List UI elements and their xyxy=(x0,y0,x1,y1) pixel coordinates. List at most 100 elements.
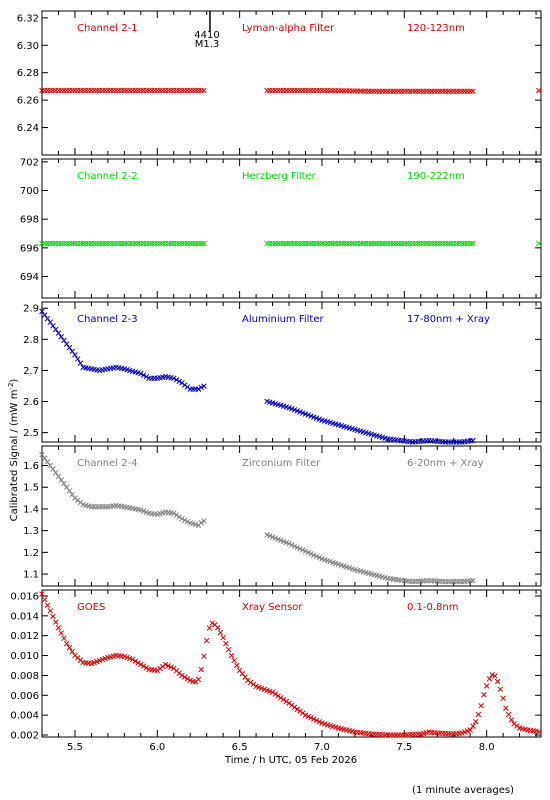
data-point xyxy=(500,695,506,702)
data-point xyxy=(66,488,73,494)
data-point xyxy=(492,673,498,679)
data-point xyxy=(173,377,180,383)
data-point xyxy=(184,675,191,682)
data-point xyxy=(55,624,62,631)
band-label: 6-20nm + Xray xyxy=(407,458,484,469)
data-point xyxy=(61,635,67,642)
data-point xyxy=(154,667,161,674)
data-point xyxy=(294,544,301,551)
data-point xyxy=(61,337,67,344)
data-point xyxy=(77,360,84,366)
y-tick-label: 1.4 xyxy=(23,504,39,515)
data-point xyxy=(503,705,509,711)
data-point xyxy=(52,326,59,333)
data-point xyxy=(536,240,542,247)
marker-label: M1.3 xyxy=(195,39,220,50)
data-point xyxy=(470,88,476,94)
data-point xyxy=(168,664,174,670)
data-point xyxy=(138,661,144,668)
data-point xyxy=(39,591,45,597)
data-point xyxy=(63,341,70,347)
data-point xyxy=(228,652,235,659)
data-point xyxy=(313,553,320,560)
band-label: 17-80nm + Xray xyxy=(407,314,490,325)
data-point xyxy=(247,679,254,686)
data-point xyxy=(69,648,75,655)
data-point xyxy=(181,517,188,523)
data-point xyxy=(283,698,290,705)
x-axis-label: Time / h UTC, 05 Feb 2026 xyxy=(224,755,357,766)
data-point xyxy=(63,484,70,490)
y-tick-label: 1.2 xyxy=(23,548,39,559)
band-label: 0.1-0.8nm xyxy=(407,602,459,613)
y-tick-label: 6.24 xyxy=(17,123,39,134)
y-tick-label: 2.8 xyxy=(23,335,39,346)
y-tick-label: 1.1 xyxy=(23,570,39,581)
data-point xyxy=(245,677,251,684)
data-point xyxy=(55,473,62,480)
y-tick-label: 0.016 xyxy=(10,591,39,602)
y-axis-label-close: ) xyxy=(9,379,20,383)
y-tick-label: 0.002 xyxy=(10,731,39,742)
data-point xyxy=(135,660,141,666)
data-point xyxy=(316,554,322,561)
data-point xyxy=(63,640,70,647)
data-point xyxy=(176,514,182,520)
data-point xyxy=(478,703,484,709)
data-point xyxy=(41,455,48,462)
x-tick-label: 5.5 xyxy=(67,742,83,753)
data-point xyxy=(69,348,75,355)
panel-frame xyxy=(41,301,542,443)
data-point xyxy=(280,696,287,703)
data-point xyxy=(184,518,191,525)
data-point xyxy=(195,676,202,683)
data-point xyxy=(66,344,73,351)
data-point xyxy=(305,713,311,720)
data-point xyxy=(157,665,163,672)
data-point xyxy=(231,657,237,664)
data-point xyxy=(300,710,306,716)
data-point xyxy=(289,542,295,548)
data-point xyxy=(217,629,224,636)
y-axis-label: Calibrated Signal / (mW m-2) xyxy=(7,379,20,522)
data-point xyxy=(269,689,276,696)
data-point xyxy=(52,470,59,476)
channel-label: Channel 2-3 xyxy=(77,314,138,325)
channel-label: Channel 2-2 xyxy=(77,171,138,182)
data-point xyxy=(206,625,213,631)
data-point xyxy=(132,658,139,664)
y-tick-label: 694 xyxy=(20,272,39,283)
data-point xyxy=(181,674,188,680)
data-point xyxy=(165,663,172,669)
data-point xyxy=(143,373,150,380)
data-point xyxy=(472,718,479,725)
data-point xyxy=(289,702,295,708)
data-point xyxy=(494,678,501,685)
data-point xyxy=(278,695,284,701)
filter-label: Aluminium Filter xyxy=(242,314,325,325)
data-point xyxy=(223,640,229,647)
data-point xyxy=(41,312,48,318)
panels-layer: 6.24 6.26 6.28 6.30 6.32 Channel 2-1 Lyman-alp… xyxy=(10,10,542,742)
y-tick-label: 2.9 xyxy=(23,304,39,315)
data-point xyxy=(170,375,177,381)
y-tick-label: 696 xyxy=(20,243,39,254)
data-point xyxy=(129,656,136,663)
data-point xyxy=(214,624,221,631)
data-point xyxy=(198,666,204,673)
data-point xyxy=(300,547,306,553)
x-tick-label: 6.5 xyxy=(232,742,248,753)
data-point xyxy=(203,637,210,644)
data-point xyxy=(302,712,309,718)
data-point xyxy=(470,577,476,584)
panel-1: 6.24 6.26 6.28 6.30 6.32 Channel 2-1 Lyman-alp… xyxy=(17,10,542,156)
panel-3: 2.5 2.6 2.7 2.8 2.9 Channel 2-3 Aluminium Filt… xyxy=(23,301,542,445)
data-point xyxy=(173,512,180,518)
data-point xyxy=(467,727,473,733)
data-point xyxy=(294,706,301,712)
data-point xyxy=(220,634,226,641)
panel-4: 1.1 1.2 1.3 1.4 1.5 1.6 Channel 2-4 Zirconium F… xyxy=(23,445,542,587)
x-tick-label: 6.0 xyxy=(149,742,165,753)
